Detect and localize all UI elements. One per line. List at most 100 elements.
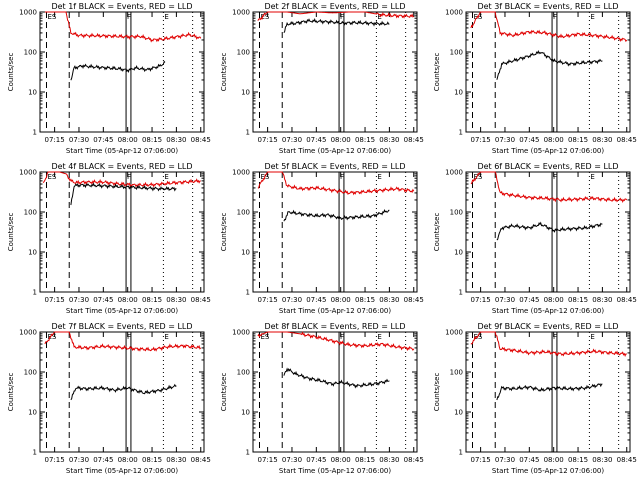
- detector-panel: Det 8f BLACK = Events, RED = LLD Start Ti…: [220, 322, 424, 475]
- time-marker-label: E: [590, 13, 594, 21]
- time-marker-label: E: [377, 333, 381, 341]
- x-tick-label: 08:45: [404, 296, 424, 304]
- x-tick-label: 08:30: [379, 296, 399, 304]
- y-tick-label: 100: [24, 209, 37, 217]
- time-marker-label: F: [340, 173, 344, 181]
- x-tick-label: 08:00: [331, 136, 351, 144]
- detector-panel: Det 9f BLACK = Events, RED = LLD Start Ti…: [433, 322, 637, 475]
- x-tick-label: 07:15: [258, 456, 278, 464]
- panel-title: Det 7f BLACK = Events, RED = LLD: [51, 322, 192, 331]
- time-marker-label: F: [127, 333, 131, 341]
- y-tick-label: 1000: [19, 9, 37, 17]
- time-marker-label: F: [127, 173, 131, 181]
- x-axis-label: Start Time (05-Apr-12 07:06:00): [492, 147, 604, 155]
- x-tick-label: 08:15: [355, 136, 375, 144]
- events-series-line: [283, 18, 390, 34]
- y-tick-label: 10: [241, 89, 250, 97]
- x-tick-label: 08:45: [617, 456, 637, 464]
- x-tick-label: 08:30: [379, 456, 399, 464]
- x-tick-label: 07:30: [69, 296, 89, 304]
- x-tick-label: 08:30: [379, 136, 399, 144]
- x-axis-label: Start Time (05-Apr-12 07:06:00): [492, 467, 604, 475]
- x-tick-label: 08:00: [331, 296, 351, 304]
- detector-panel: Det 7f BLACK = Events, RED = LLD Start Ti…: [7, 322, 211, 475]
- y-tick-label: 1000: [232, 329, 250, 337]
- time-marker-label: E: [164, 333, 168, 341]
- x-tick-label: 08:00: [118, 136, 138, 144]
- plot-frame: [252, 331, 418, 453]
- x-tick-label: 08:00: [331, 456, 351, 464]
- panel-title: Det 2f BLACK = Events, RED = LLD: [264, 2, 405, 11]
- x-tick-label: 08:30: [166, 136, 186, 144]
- x-tick-label: 08:45: [191, 136, 211, 144]
- plot-frame: [252, 11, 418, 133]
- y-tick-label: 1000: [445, 169, 463, 177]
- time-marker-label: E: [377, 13, 381, 21]
- x-axis-label: Start Time (05-Apr-12 07:06:00): [279, 147, 391, 155]
- x-tick-label: 08:15: [355, 296, 375, 304]
- plot-frame: [252, 171, 418, 293]
- plot-frame: [465, 11, 631, 133]
- events-series-line: [496, 50, 603, 80]
- x-tick-label: 08:45: [404, 456, 424, 464]
- y-tick-label: 1: [459, 289, 463, 297]
- x-tick-label: 08:15: [568, 136, 588, 144]
- x-axis-label: Start Time (05-Apr-12 07:06:00): [66, 307, 178, 315]
- time-marker-label: F: [127, 13, 131, 21]
- x-tick-label: 08:15: [568, 296, 588, 304]
- x-tick-label: 08:15: [568, 456, 588, 464]
- x-tick-label: 07:15: [45, 136, 65, 144]
- x-tick-label: 08:45: [617, 296, 637, 304]
- x-tick-label: 07:30: [69, 136, 89, 144]
- panel-title: Det 9f BLACK = Events, RED = LLD: [477, 322, 618, 331]
- events-series-line: [70, 182, 177, 206]
- x-tick-label: 07:45: [519, 296, 539, 304]
- x-axis-label: Start Time (05-Apr-12 07:06:00): [492, 307, 604, 315]
- y-axis-label: Counts/sec: [7, 53, 15, 92]
- x-axis-label: Start Time (05-Apr-12 07:06:00): [279, 307, 391, 315]
- time-marker-label: ES: [47, 173, 56, 181]
- detector-panel: Det 5f BLACK = Events, RED = LLD Start Ti…: [220, 162, 424, 315]
- events-series-line: [496, 221, 603, 241]
- time-marker-label: F: [553, 13, 557, 21]
- x-tick-label: 07:30: [69, 456, 89, 464]
- y-axis-label: Counts/sec: [220, 373, 228, 412]
- time-marker-label: E: [164, 13, 168, 21]
- detector-panel: Det 4f BLACK = Events, RED = LLD Start Ti…: [7, 162, 211, 315]
- y-tick-label: 10: [454, 89, 463, 97]
- panel-title: Det 1f BLACK = Events, RED = LLD: [51, 2, 192, 11]
- x-tick-label: 07:45: [93, 136, 113, 144]
- y-axis-label: Counts/sec: [7, 373, 15, 412]
- y-tick-label: 100: [237, 49, 250, 57]
- detector-panel: Det 6f BLACK = Events, RED = LLD Start Ti…: [433, 162, 637, 315]
- x-tick-label: 08:15: [142, 296, 162, 304]
- detector-panel: Det 3f BLACK = Events, RED = LLD Start Ti…: [433, 2, 637, 155]
- detector-panel: Det 2f BLACK = Events, RED = LLD Start Ti…: [220, 2, 424, 155]
- x-tick-label: 07:15: [258, 136, 278, 144]
- lld-series-line: [470, 331, 627, 357]
- y-axis-label: Counts/sec: [220, 53, 228, 92]
- x-tick-label: 08:15: [142, 136, 162, 144]
- plot-frame: [465, 331, 631, 453]
- time-marker-label: ES: [47, 333, 56, 341]
- x-axis-label: Start Time (05-Apr-12 07:06:00): [279, 467, 391, 475]
- events-series-line: [70, 383, 177, 401]
- y-tick-label: 10: [454, 249, 463, 257]
- time-marker-label: ES: [260, 333, 269, 341]
- x-tick-label: 07:15: [471, 456, 491, 464]
- panel-title: Det 6f BLACK = Events, RED = LLD: [477, 162, 618, 171]
- lld-series-line: [44, 11, 202, 43]
- time-marker-label: ES: [473, 333, 482, 341]
- x-tick-label: 07:45: [306, 136, 326, 144]
- events-series-line: [283, 367, 390, 389]
- y-axis-label: Counts/sec: [7, 213, 15, 252]
- y-tick-label: 10: [28, 249, 37, 257]
- y-tick-label: 100: [450, 209, 463, 217]
- x-tick-label: 07:45: [93, 456, 113, 464]
- x-tick-label: 07:30: [282, 456, 302, 464]
- y-tick-label: 10: [241, 249, 250, 257]
- y-tick-label: 1: [246, 449, 250, 457]
- x-tick-label: 08:00: [544, 136, 564, 144]
- x-tick-label: 07:15: [258, 296, 278, 304]
- x-tick-label: 08:00: [118, 296, 138, 304]
